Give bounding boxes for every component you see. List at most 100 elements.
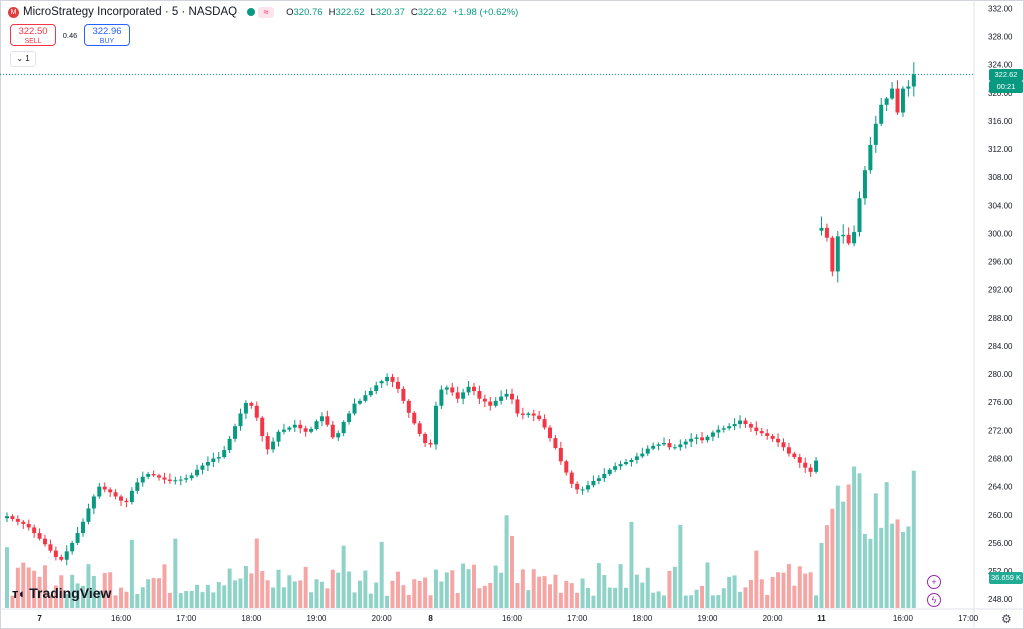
volume-bar [754,550,759,608]
trade-panel: 322.50 SELL 0.46 322.96 BUY [10,24,130,46]
volume-bar [493,565,498,608]
volume-bar [520,569,525,608]
symbol-title[interactable]: MicroStrategy Incorporated · 5 · NASDAQ [23,6,238,18]
candle-body [797,457,802,463]
volume-bar [602,575,607,608]
candle-body [656,444,661,446]
volume-bar [852,466,857,608]
ohlc-item: C322.62 [411,7,447,18]
volume-bar [526,590,531,608]
candle-body [238,413,243,427]
candle-body [406,400,411,413]
candle-body [395,381,400,389]
candle-body [770,436,775,439]
volume-bar [374,582,379,608]
y-tick-label: 284.00 [988,342,1013,351]
candle-body [75,533,80,543]
volume-bar [466,569,471,608]
volume-bar [662,595,667,608]
y-tick-label: 272.00 [988,426,1013,435]
volume-bar [477,588,482,608]
volume-bar [325,588,330,608]
y-tick-label: 256.00 [988,539,1013,548]
volume-bar [53,585,58,608]
plus-icon[interactable]: + [927,575,941,589]
candle-body [509,393,514,400]
x-tick-label: 20:00 [763,614,784,623]
volume-bar [700,585,705,608]
volume-bar [64,593,69,608]
candle-body [591,481,596,486]
volume-bar [227,568,232,608]
volume-bar [531,569,536,608]
volume-bar [797,566,802,608]
y-tick-label: 316.00 [988,117,1013,126]
candle-body [157,475,162,478]
tradingview-logo[interactable]: ᴛ◖ TradingView [12,585,111,601]
indicators-collapse-button[interactable]: ⌄ 1 [10,51,36,67]
candle-body [884,98,889,105]
volume-bar [157,578,162,608]
spread-value: 0.46 [62,30,78,40]
candle-body [662,443,667,445]
countdown-badge: 00:21 [989,81,1023,93]
volume-bar [37,576,42,608]
candle-body [91,496,96,509]
buy-button[interactable]: 322.96 BUY [84,24,130,46]
candle-body [146,473,151,477]
y-tick-label: 264.00 [988,483,1013,492]
candle-body [645,448,650,454]
candle-body [368,390,373,396]
gear-icon[interactable]: ⚙ [1001,612,1012,626]
volume-bar [21,562,26,608]
volume-bar [347,571,352,608]
volume-bar [379,541,384,608]
symbol-legend[interactable]: M MicroStrategy Incorporated · 5 · NASDA… [8,4,518,20]
candle-body [613,466,618,470]
volume-bar [173,538,178,608]
market-status[interactable]: ≈ [247,6,275,18]
delayed-data-icon: ≈ [258,6,275,18]
y-tick-label: 308.00 [988,173,1013,182]
volume-bar [395,571,400,608]
buy-price: 322.96 [92,26,122,37]
volume-bar [167,592,172,608]
volume-bar [59,575,64,608]
volume-bar [124,591,129,608]
sell-button[interactable]: 322.50 SELL [10,24,56,46]
x-tick-label: 18:00 [241,614,262,623]
volume-bar [48,595,53,608]
volume-bar [43,565,48,608]
candle-body [108,489,113,493]
lightning-icon[interactable]: ϟ [927,593,941,607]
sell-label: SELL [24,38,42,45]
candle-body [906,86,911,89]
candle-body [548,427,552,439]
candle-body [303,428,308,432]
candle-body [151,473,156,476]
volume-bar [694,589,699,608]
candle-body [792,453,797,458]
y-tick-label: 300.00 [988,229,1013,238]
candle-body [499,396,504,401]
candle-body [417,423,422,434]
y-tick-label: 268.00 [988,455,1013,464]
volume-bar [569,583,574,608]
candle-body [537,415,542,420]
candle-body [520,413,525,415]
candle-body [721,428,726,430]
candle-body [59,556,64,560]
x-tick-label: 17:00 [567,614,588,623]
volume-bar [618,564,623,608]
candle-body [314,421,319,429]
candle-body [553,438,558,448]
candle-body [835,236,840,272]
volume-bar [439,581,444,608]
volume-bar [363,570,368,608]
volume-bar [824,525,829,608]
volume-bars [5,466,916,608]
candle-body [846,234,851,244]
volume-bar [705,562,710,608]
candle-body [102,486,107,490]
